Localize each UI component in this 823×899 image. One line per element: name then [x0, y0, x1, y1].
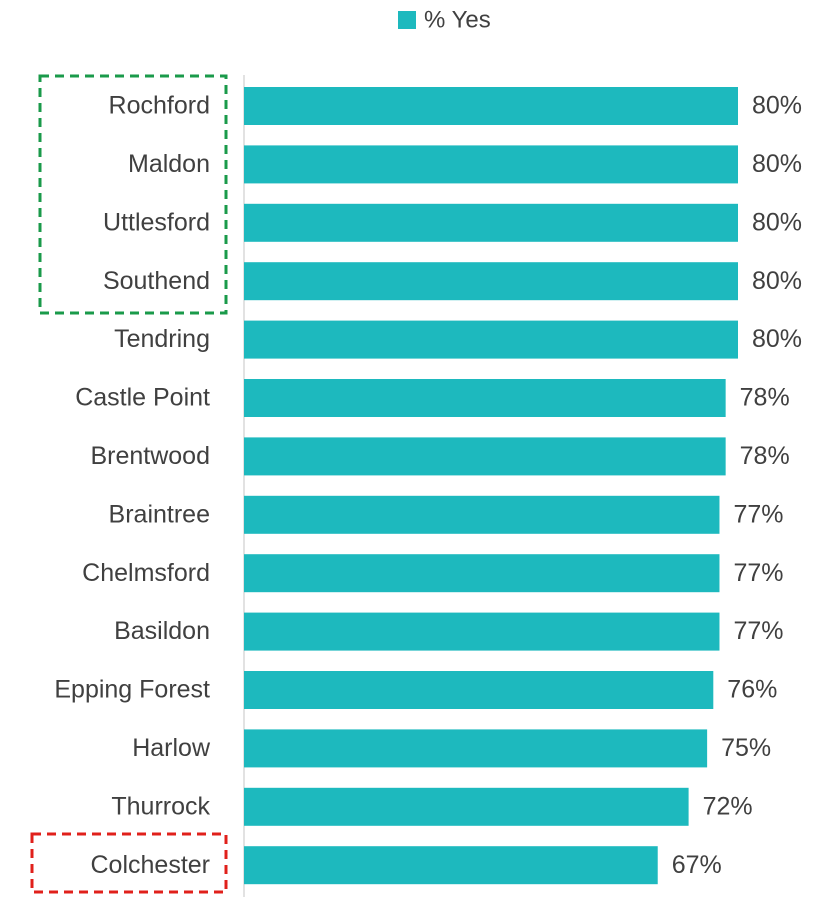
highlight-box — [38, 74, 228, 315]
bar — [244, 671, 714, 709]
bar — [244, 729, 708, 768]
data-label: 77% — [733, 500, 783, 528]
y-tick-label: Colchester — [91, 851, 211, 879]
bar — [244, 320, 738, 359]
bar — [244, 379, 726, 417]
highlight-box — [30, 832, 228, 894]
data-label: 67% — [672, 851, 722, 879]
y-tick-label: Castle Point — [75, 384, 210, 412]
data-label: 75% — [721, 734, 771, 762]
bar — [244, 495, 720, 534]
data-label: 80% — [752, 267, 802, 295]
y-tick-label: Epping Forest — [54, 676, 210, 704]
bar — [244, 437, 726, 476]
y-tick-label: Rochford — [109, 92, 210, 120]
data-label: 80% — [752, 92, 802, 120]
bar — [244, 787, 689, 826]
legend-label: % Yes — [424, 6, 491, 33]
y-tick-label: Southend — [103, 267, 210, 295]
data-label: 72% — [703, 792, 753, 820]
legend: % Yes — [398, 6, 491, 33]
legend-swatch — [398, 11, 416, 29]
data-label: 76% — [727, 676, 777, 704]
bar — [244, 203, 738, 242]
bar — [244, 554, 720, 593]
y-tick-label: Thurrock — [111, 792, 210, 820]
y-tick-label: Tendring — [114, 325, 210, 353]
data-label: 80% — [752, 208, 802, 236]
bar — [244, 145, 738, 184]
data-label: 77% — [733, 617, 783, 645]
y-tick-label: Basildon — [114, 617, 210, 645]
bar — [244, 612, 720, 651]
data-label: 80% — [752, 150, 802, 178]
data-label: 80% — [752, 325, 802, 353]
bar — [244, 262, 738, 301]
y-tick-label: Harlow — [132, 734, 211, 762]
y-tick-label: Uttlesford — [103, 208, 210, 236]
y-tick-label: Chelmsford — [82, 559, 210, 587]
y-tick-label: Maldon — [128, 150, 210, 178]
data-label: 78% — [740, 384, 790, 412]
y-tick-label: Brentwood — [90, 442, 210, 470]
bar — [244, 87, 738, 125]
y-tick-label: Braintree — [109, 500, 210, 528]
bar — [244, 846, 658, 885]
data-label: 78% — [740, 442, 790, 470]
data-label: 77% — [733, 559, 783, 587]
